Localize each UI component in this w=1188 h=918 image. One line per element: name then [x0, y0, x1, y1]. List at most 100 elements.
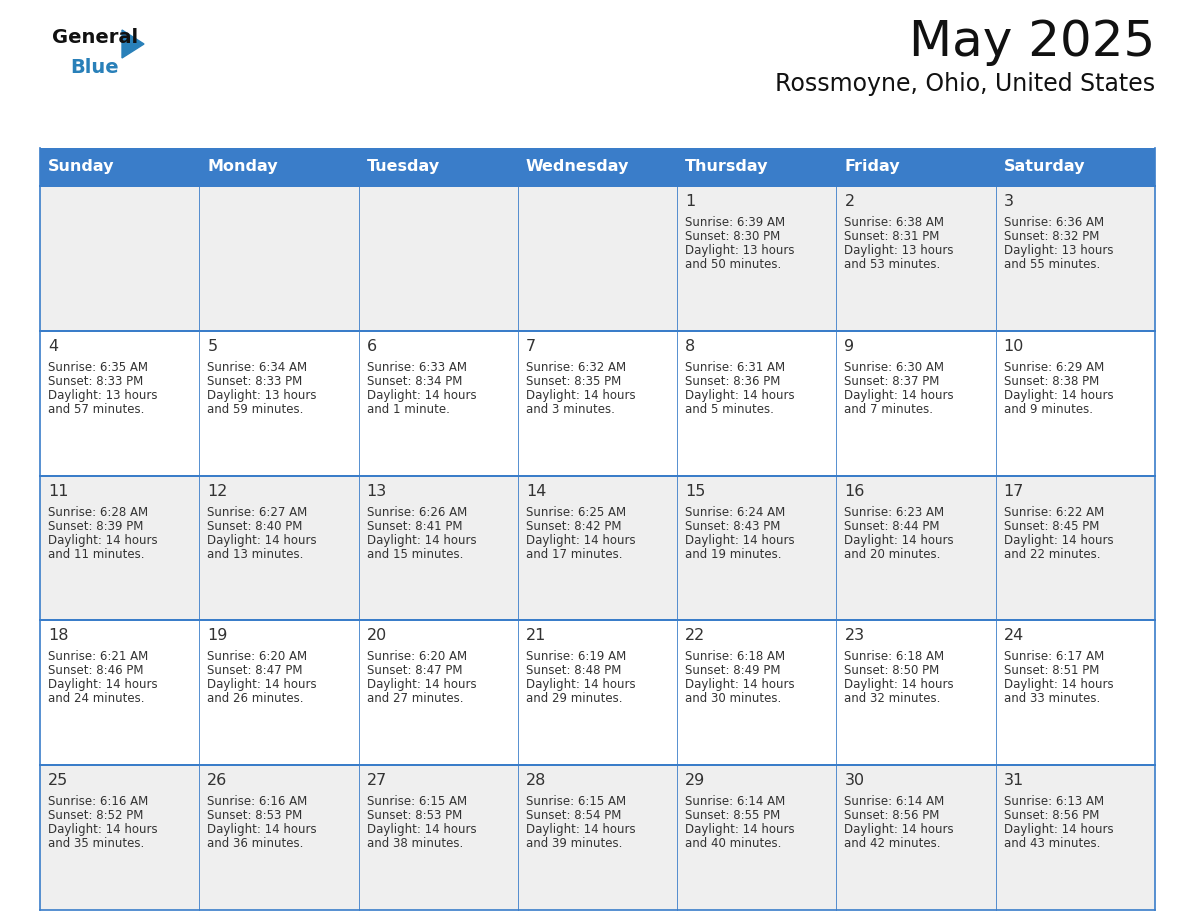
Text: Sunset: 8:53 PM: Sunset: 8:53 PM: [207, 809, 303, 823]
Text: and 36 minutes.: and 36 minutes.: [207, 837, 304, 850]
Text: Daylight: 14 hours: Daylight: 14 hours: [367, 678, 476, 691]
Text: 15: 15: [685, 484, 706, 498]
Text: Sunset: 8:52 PM: Sunset: 8:52 PM: [48, 809, 144, 823]
Text: Sunrise: 6:15 AM: Sunrise: 6:15 AM: [367, 795, 467, 808]
Text: Sunset: 8:44 PM: Sunset: 8:44 PM: [845, 520, 940, 532]
Text: and 35 minutes.: and 35 minutes.: [48, 837, 144, 850]
Text: 24: 24: [1004, 629, 1024, 644]
Bar: [677, 476, 836, 621]
Text: and 19 minutes.: and 19 minutes.: [685, 548, 782, 561]
Text: Daylight: 14 hours: Daylight: 14 hours: [1004, 678, 1113, 691]
Text: Sunset: 8:49 PM: Sunset: 8:49 PM: [685, 665, 781, 677]
Text: Sunrise: 6:38 AM: Sunrise: 6:38 AM: [845, 216, 944, 229]
Text: 6: 6: [367, 339, 377, 353]
Text: Daylight: 14 hours: Daylight: 14 hours: [845, 389, 954, 402]
Text: Sunrise: 6:19 AM: Sunrise: 6:19 AM: [526, 650, 626, 664]
Bar: [200, 186, 359, 330]
Text: Monday: Monday: [207, 160, 278, 174]
Text: Sunrise: 6:35 AM: Sunrise: 6:35 AM: [48, 361, 148, 374]
Text: and 38 minutes.: and 38 minutes.: [367, 837, 463, 850]
Bar: [359, 186, 518, 330]
Text: Sunset: 8:33 PM: Sunset: 8:33 PM: [207, 375, 303, 387]
Text: Daylight: 14 hours: Daylight: 14 hours: [526, 389, 636, 402]
Text: Daylight: 14 hours: Daylight: 14 hours: [845, 678, 954, 691]
Text: Daylight: 14 hours: Daylight: 14 hours: [1004, 533, 1113, 546]
Text: Daylight: 13 hours: Daylight: 13 hours: [845, 244, 954, 257]
Text: and 30 minutes.: and 30 minutes.: [685, 692, 782, 705]
Text: Sunrise: 6:17 AM: Sunrise: 6:17 AM: [1004, 650, 1104, 664]
Bar: [836, 766, 996, 910]
Text: Daylight: 14 hours: Daylight: 14 hours: [526, 823, 636, 836]
Text: 14: 14: [526, 484, 546, 498]
Text: Daylight: 14 hours: Daylight: 14 hours: [1004, 823, 1113, 836]
Bar: [40, 766, 200, 910]
Text: Sunset: 8:36 PM: Sunset: 8:36 PM: [685, 375, 781, 387]
Text: and 40 minutes.: and 40 minutes.: [685, 837, 782, 850]
Text: 18: 18: [48, 629, 69, 644]
Text: Sunset: 8:53 PM: Sunset: 8:53 PM: [367, 809, 462, 823]
Text: Daylight: 14 hours: Daylight: 14 hours: [526, 678, 636, 691]
Text: Daylight: 14 hours: Daylight: 14 hours: [367, 533, 476, 546]
Text: and 32 minutes.: and 32 minutes.: [845, 692, 941, 705]
Bar: [518, 330, 677, 476]
Text: Sunset: 8:34 PM: Sunset: 8:34 PM: [367, 375, 462, 387]
Text: and 17 minutes.: and 17 minutes.: [526, 548, 623, 561]
Text: Daylight: 14 hours: Daylight: 14 hours: [685, 678, 795, 691]
Text: Sunrise: 6:16 AM: Sunrise: 6:16 AM: [207, 795, 308, 808]
Text: Sunset: 8:55 PM: Sunset: 8:55 PM: [685, 809, 781, 823]
Text: and 43 minutes.: and 43 minutes.: [1004, 837, 1100, 850]
Bar: [40, 148, 1155, 186]
Bar: [677, 330, 836, 476]
Text: 23: 23: [845, 629, 865, 644]
Text: 10: 10: [1004, 339, 1024, 353]
Text: and 1 minute.: and 1 minute.: [367, 403, 449, 416]
Text: Sunrise: 6:34 AM: Sunrise: 6:34 AM: [207, 361, 308, 374]
Text: Sunset: 8:42 PM: Sunset: 8:42 PM: [526, 520, 621, 532]
Text: Sunset: 8:45 PM: Sunset: 8:45 PM: [1004, 520, 1099, 532]
Text: 31: 31: [1004, 773, 1024, 789]
Text: Sunset: 8:51 PM: Sunset: 8:51 PM: [1004, 665, 1099, 677]
Bar: [40, 476, 200, 621]
Text: Sunrise: 6:21 AM: Sunrise: 6:21 AM: [48, 650, 148, 664]
Bar: [200, 330, 359, 476]
Text: 28: 28: [526, 773, 546, 789]
Bar: [996, 330, 1155, 476]
Bar: [518, 186, 677, 330]
Text: 25: 25: [48, 773, 68, 789]
Text: and 50 minutes.: and 50 minutes.: [685, 258, 782, 271]
Text: and 3 minutes.: and 3 minutes.: [526, 403, 614, 416]
Text: Daylight: 14 hours: Daylight: 14 hours: [207, 533, 317, 546]
Text: Sunset: 8:32 PM: Sunset: 8:32 PM: [1004, 230, 1099, 243]
Text: Daylight: 14 hours: Daylight: 14 hours: [526, 533, 636, 546]
Text: Sunrise: 6:24 AM: Sunrise: 6:24 AM: [685, 506, 785, 519]
Bar: [677, 186, 836, 330]
Text: Daylight: 14 hours: Daylight: 14 hours: [685, 389, 795, 402]
Text: and 22 minutes.: and 22 minutes.: [1004, 548, 1100, 561]
Bar: [359, 330, 518, 476]
Text: and 59 minutes.: and 59 minutes.: [207, 403, 304, 416]
Text: Sunset: 8:37 PM: Sunset: 8:37 PM: [845, 375, 940, 387]
Text: Sunrise: 6:16 AM: Sunrise: 6:16 AM: [48, 795, 148, 808]
Text: Sunset: 8:39 PM: Sunset: 8:39 PM: [48, 520, 144, 532]
Text: Daylight: 14 hours: Daylight: 14 hours: [207, 678, 317, 691]
Text: Blue: Blue: [70, 58, 119, 77]
Text: Daylight: 14 hours: Daylight: 14 hours: [48, 823, 158, 836]
Text: Rossmoyne, Ohio, United States: Rossmoyne, Ohio, United States: [775, 72, 1155, 96]
Text: Daylight: 13 hours: Daylight: 13 hours: [207, 389, 317, 402]
Text: and 5 minutes.: and 5 minutes.: [685, 403, 775, 416]
Bar: [40, 330, 200, 476]
Text: and 24 minutes.: and 24 minutes.: [48, 692, 145, 705]
Text: and 11 minutes.: and 11 minutes.: [48, 548, 145, 561]
Text: 3: 3: [1004, 194, 1013, 209]
Text: Daylight: 13 hours: Daylight: 13 hours: [685, 244, 795, 257]
Text: Sunrise: 6:36 AM: Sunrise: 6:36 AM: [1004, 216, 1104, 229]
Text: Daylight: 14 hours: Daylight: 14 hours: [845, 533, 954, 546]
Text: 22: 22: [685, 629, 706, 644]
Text: 5: 5: [207, 339, 217, 353]
Text: and 9 minutes.: and 9 minutes.: [1004, 403, 1093, 416]
Text: and 57 minutes.: and 57 minutes.: [48, 403, 145, 416]
Text: Daylight: 13 hours: Daylight: 13 hours: [1004, 244, 1113, 257]
Bar: [518, 621, 677, 766]
Text: Sunset: 8:33 PM: Sunset: 8:33 PM: [48, 375, 144, 387]
Text: Sunrise: 6:13 AM: Sunrise: 6:13 AM: [1004, 795, 1104, 808]
